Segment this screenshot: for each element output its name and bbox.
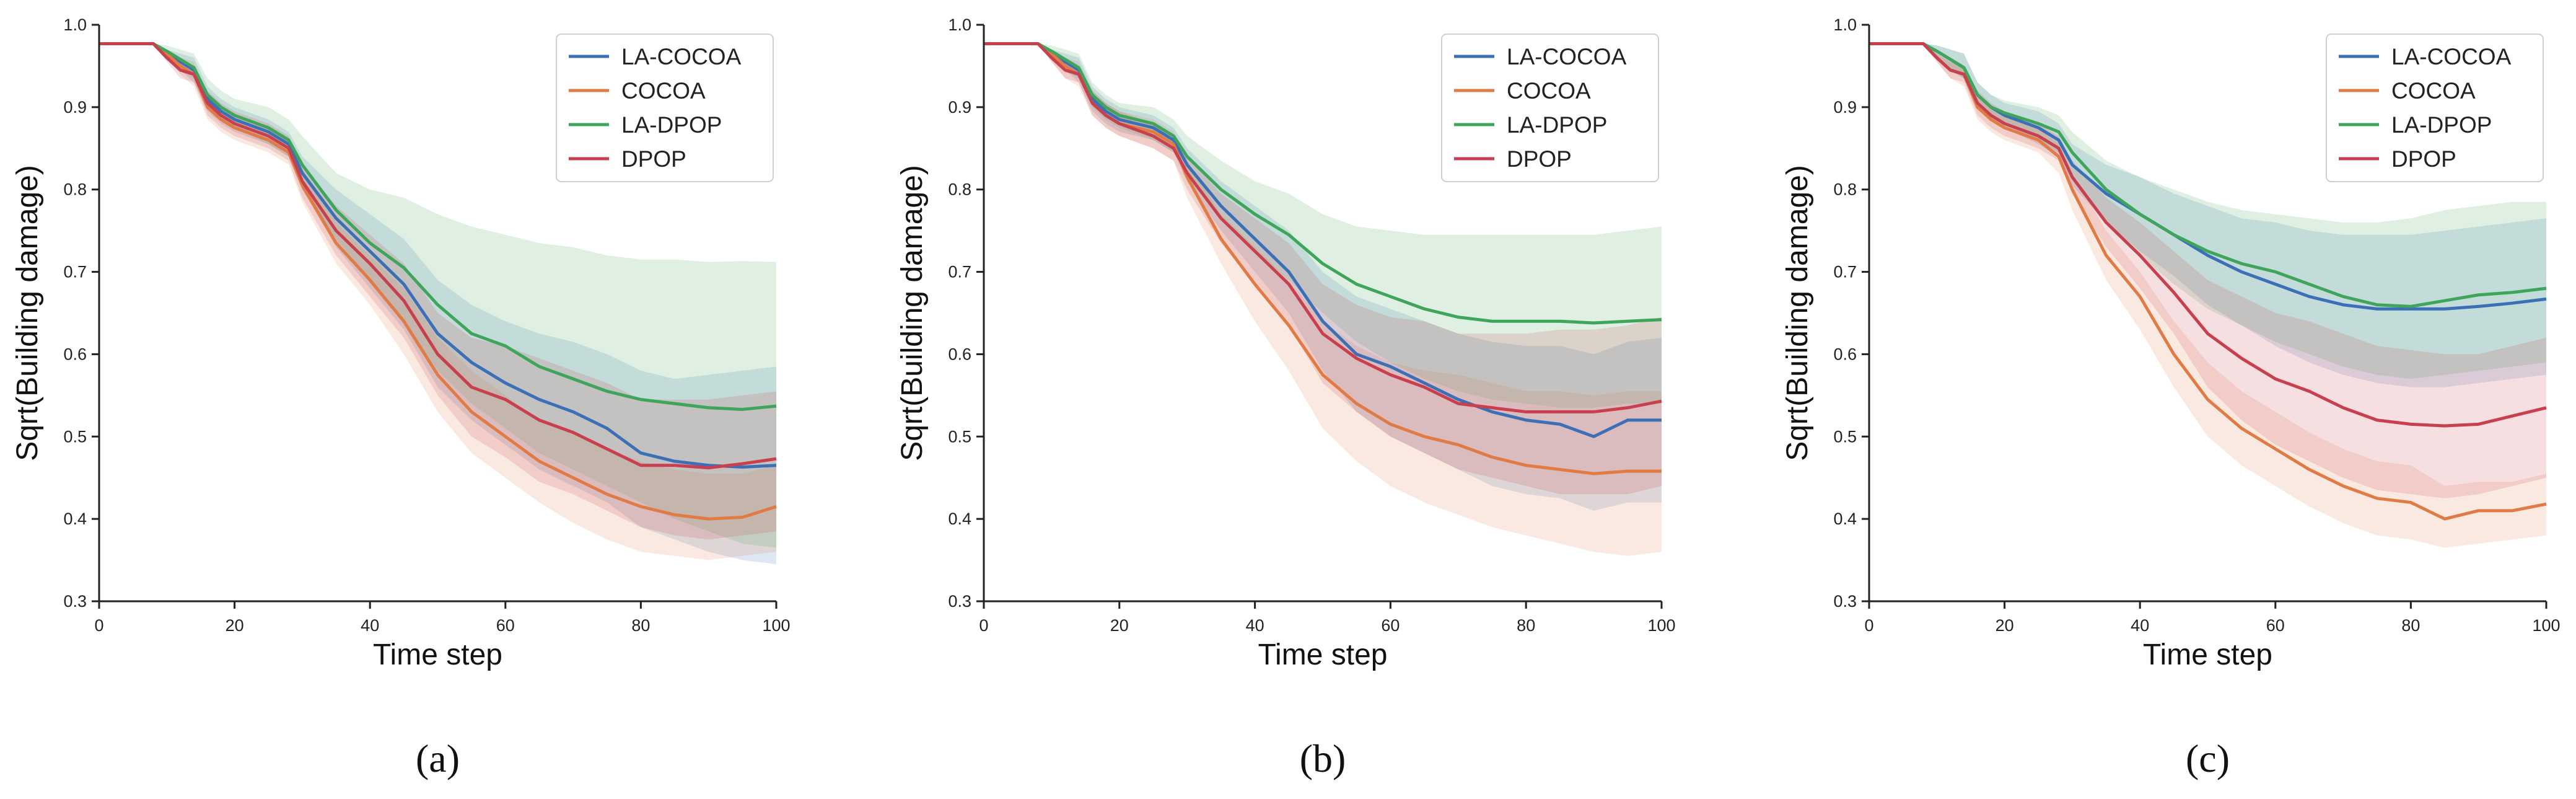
legend-label-cocoa: COCOA bbox=[1507, 78, 1591, 104]
x-tick-label: 80 bbox=[1517, 616, 1535, 635]
y-tick-label: 0.6 bbox=[1833, 345, 1857, 363]
band-cocoa bbox=[99, 43, 776, 560]
x-axis-label: Time step bbox=[1258, 638, 1388, 671]
y-tick-label: 0.4 bbox=[1833, 510, 1857, 528]
x-tick-label: 40 bbox=[2131, 616, 2149, 635]
chart-panel-c: 0 20 40 60 80 100 0.3 0.4 0.5 0.6 0.7 0.8 0.9 1.0 Time… bbox=[1781, 15, 2561, 780]
legend-label-cocoa: COCOA bbox=[621, 78, 706, 104]
chart-panel-b: 0 20 40 60 80 100 0.3 0.4 0.5 0.6 0.7 0.8 0.9 1.0 Time… bbox=[896, 15, 1676, 780]
legend-box bbox=[556, 33, 774, 182]
y-tick-label: 1.0 bbox=[948, 15, 971, 34]
legend-label-dpop: DPOP bbox=[621, 146, 686, 172]
legend-label-cocoa: COCOA bbox=[2391, 78, 2476, 104]
band-cocoa bbox=[984, 43, 1662, 556]
y-tick-label: 0.3 bbox=[948, 592, 971, 611]
x-tick-label: 0 bbox=[1864, 616, 1873, 635]
y-tick-label: 1.0 bbox=[63, 15, 87, 34]
x-tick-label: 60 bbox=[1381, 616, 1400, 635]
y-tick-label: 0.4 bbox=[63, 510, 87, 528]
band-dpop bbox=[99, 43, 776, 540]
x-tick-label: 20 bbox=[1110, 616, 1129, 635]
x-tick-label: 100 bbox=[762, 616, 790, 635]
x-tick-label: 40 bbox=[1246, 616, 1264, 635]
band-la-cocoa bbox=[1869, 43, 2546, 387]
y-tick-label: 0.7 bbox=[63, 263, 87, 281]
legend-label-la-cocoa: LA-COCOA bbox=[621, 44, 742, 69]
chart-panel-a: 0 20 40 60 80 100 0.3 0.4 0.5 0.6 0.7 0.8 0.9 1.0 Time… bbox=[11, 15, 791, 780]
y-tick-label: 0.9 bbox=[1833, 98, 1857, 117]
legend-label-la-dpop: LA-DPOP bbox=[2391, 112, 2492, 138]
legend-label-dpop: DPOP bbox=[1507, 146, 1572, 172]
y-tick-label: 0.4 bbox=[948, 510, 971, 528]
y-tick-label: 0.9 bbox=[63, 98, 87, 117]
band-dpop bbox=[984, 43, 1662, 495]
series-line-la-dpop bbox=[99, 42, 777, 411]
series-line-dpop bbox=[1869, 42, 2547, 428]
y-axis-label: Sqrt(Building damage) bbox=[11, 165, 44, 461]
y-tick-label: 0.5 bbox=[63, 427, 87, 446]
x-axis-label: Time step bbox=[373, 638, 502, 671]
y-tick-label: 0.3 bbox=[1833, 592, 1857, 611]
band-la-dpop bbox=[99, 43, 776, 548]
legend-label-la-dpop: LA-DPOP bbox=[621, 112, 722, 138]
series-line-dpop bbox=[99, 42, 777, 470]
y-tick-label: 0.3 bbox=[63, 592, 87, 611]
panel-caption: (b) bbox=[1300, 736, 1346, 780]
legend-box bbox=[2326, 33, 2544, 182]
y-tick-label: 0.8 bbox=[948, 180, 971, 199]
x-tick-label: 40 bbox=[361, 616, 379, 635]
y-axis-label: Sqrt(Building damage) bbox=[896, 165, 929, 461]
x-tick-label: 20 bbox=[1996, 616, 2014, 635]
y-tick-label: 0.5 bbox=[948, 427, 971, 446]
x-axis-label: Time step bbox=[2143, 638, 2272, 671]
legend-box bbox=[1441, 33, 1659, 182]
x-tick-label: 100 bbox=[1647, 616, 1675, 635]
x-tick-label: 100 bbox=[2532, 616, 2560, 635]
legend-label-la-dpop: LA-DPOP bbox=[1507, 112, 1607, 138]
panel-caption: (c) bbox=[2186, 736, 2230, 780]
y-tick-label: 0.7 bbox=[1833, 263, 1857, 281]
x-tick-label: 20 bbox=[226, 616, 244, 635]
y-tick-label: 0.7 bbox=[948, 263, 971, 281]
legend: LA-COCOA COCOA LA-DPOP DPOP bbox=[556, 33, 774, 182]
x-tick-label: 80 bbox=[631, 616, 650, 635]
x-tick-label: 60 bbox=[2266, 616, 2285, 635]
band-dpop bbox=[1869, 43, 2546, 498]
x-tick-label: 0 bbox=[94, 616, 103, 635]
series-line-la-dpop bbox=[984, 42, 1662, 325]
y-tick-label: 0.6 bbox=[63, 345, 87, 363]
series-line-la-dpop bbox=[1869, 42, 2547, 308]
legend: LA-COCOA COCOA LA-DPOP DPOP bbox=[2326, 33, 2544, 182]
band-la-cocoa bbox=[984, 43, 1662, 511]
y-tick-label: 0.6 bbox=[948, 345, 971, 363]
legend-label-dpop: DPOP bbox=[2391, 146, 2456, 172]
legend: LA-COCOA COCOA LA-DPOP DPOP bbox=[1441, 33, 1659, 182]
legend-label-la-cocoa: LA-COCOA bbox=[2391, 44, 2512, 69]
y-tick-label: 0.5 bbox=[1833, 427, 1857, 446]
y-tick-label: 0.8 bbox=[1833, 180, 1857, 199]
band-cocoa bbox=[1869, 43, 2546, 548]
series-line-dpop bbox=[984, 42, 1662, 413]
y-axis-label: Sqrt(Building damage) bbox=[1781, 165, 1814, 461]
y-tick-label: 0.8 bbox=[63, 180, 87, 199]
panel-caption: (a) bbox=[416, 736, 460, 780]
x-tick-label: 60 bbox=[496, 616, 515, 635]
y-tick-label: 1.0 bbox=[1833, 15, 1857, 34]
legend-label-la-cocoa: LA-COCOA bbox=[1507, 44, 1627, 69]
x-tick-label: 80 bbox=[2401, 616, 2420, 635]
y-tick-label: 0.9 bbox=[948, 98, 971, 117]
x-tick-label: 0 bbox=[979, 616, 988, 635]
